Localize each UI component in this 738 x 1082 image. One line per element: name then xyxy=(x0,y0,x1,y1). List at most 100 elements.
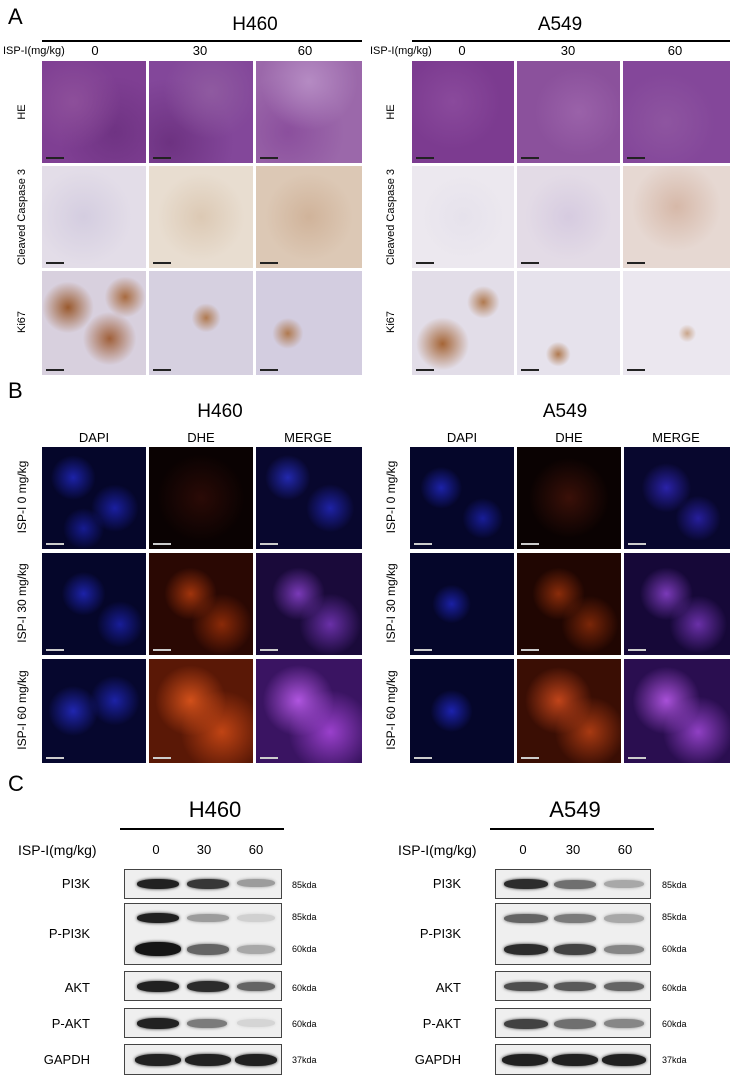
h460-dhe-60-image xyxy=(149,659,253,763)
a549-kda-pi3k: 85kda xyxy=(662,880,687,890)
h460-p-akt-band-30 xyxy=(187,1019,227,1028)
a549-p-pi3k-60-band-0 xyxy=(504,944,548,955)
panel-a-h460-row-ki67: Ki67 xyxy=(16,310,28,334)
h460-kda-akt: 60kda xyxy=(292,983,317,993)
h460-p-akt-band-0 xyxy=(137,1018,179,1029)
a549-dapi-30-image xyxy=(410,553,514,655)
a549-ki67-30-image xyxy=(517,271,620,375)
panel-b-a549-header-dapi: DAPI xyxy=(446,430,478,445)
a549-dhe-30-image xyxy=(517,553,621,655)
a549-akt-band-30 xyxy=(554,982,596,991)
h460-merge-60-image xyxy=(256,659,362,763)
panel-b-a549-header-merge: MERGE xyxy=(652,430,700,445)
a549-p-akt-band-30 xyxy=(554,1019,596,1029)
panel-b-a549-header-dhe: DHE xyxy=(555,430,583,445)
panel-b-letter: B xyxy=(8,378,23,403)
a549-p-pi3k-85-band-0 xyxy=(504,914,548,923)
a549-pi3k-band-60 xyxy=(604,880,644,888)
a549-caspase-30-image xyxy=(517,166,620,268)
a549-merge-60-image xyxy=(624,659,730,763)
h460-pi3k-band-60 xyxy=(237,879,275,887)
a549-p-pi3k-85-band-30 xyxy=(554,914,596,923)
h460-kda-gapdh: 37kda xyxy=(292,1055,317,1065)
h460-dapi-30-image xyxy=(42,553,146,655)
a549-kda-p-akt: 60kda xyxy=(662,1019,687,1029)
h460-akt-band-30 xyxy=(187,981,229,992)
h460-akt-band-0 xyxy=(137,981,179,992)
a549-merge-0-image xyxy=(624,447,730,549)
a549-blot-label-p-akt: P-AKT xyxy=(422,1016,461,1031)
panel-a-a549-title: A549 xyxy=(537,14,583,35)
h460-akt-band-60 xyxy=(237,982,275,991)
h460-caspase-0-image xyxy=(42,166,146,268)
a549-p-akt-band-0 xyxy=(504,1019,548,1029)
h460-kda-p-pi3k-85: 85kda xyxy=(292,912,317,922)
panel-b-a549-title: A549 xyxy=(542,401,588,422)
h460-he-60-image xyxy=(256,61,362,163)
a549-caspase-0-image xyxy=(412,166,514,268)
panel-a-a549-row-caspase: Cleaved Caspase 3 xyxy=(385,168,397,266)
a549-he-30-image xyxy=(517,61,620,163)
h460-pi3k-band-0 xyxy=(137,879,179,889)
h460-p-pi3k-85-band-60 xyxy=(237,914,275,922)
panel-b-h460-header-dhe: DHE xyxy=(187,430,215,445)
h460-he-0-image xyxy=(42,61,146,163)
h460-p-pi3k-60-band-60 xyxy=(237,945,275,954)
panel-b-h460-row-60: ISP-I 60 mg/kg xyxy=(15,670,29,750)
a549-dapi-0-image xyxy=(410,447,514,549)
panel-b-h460-title: H460 xyxy=(197,401,243,422)
h460-blot-label-pi3k: PI3K xyxy=(61,876,90,891)
h460-pi3k-blot xyxy=(124,869,282,899)
panel-c-h460-rule xyxy=(120,828,284,830)
h460-ki67-30-image xyxy=(149,271,253,375)
panel-b-a549-row-30: ISP-I 30 mg/kg xyxy=(384,563,398,643)
panel-c-letter: C xyxy=(8,771,24,796)
a549-pi3k-band-0 xyxy=(504,879,548,889)
h460-akt-blot xyxy=(124,971,282,1001)
a549-dhe-0-image xyxy=(517,447,621,549)
h460-dhe-30-image xyxy=(149,553,253,655)
panel-c-h460-dose-label: ISP-I(mg/kg) xyxy=(18,842,97,858)
h460-kda-p-pi3k-60: 60kda xyxy=(292,944,317,954)
a549-p-pi3k-60-band-60 xyxy=(604,945,644,954)
panel-c-h460-dose-60: 60 xyxy=(248,842,264,857)
h460-merge-0-image xyxy=(256,447,362,549)
panel-b-h460-header-merge: MERGE xyxy=(284,430,332,445)
h460-p-pi3k-60-band-0 xyxy=(135,942,181,956)
panel-b-h460-row-30: ISP-I 30 mg/kg xyxy=(15,563,29,643)
panel-c-a549-rule xyxy=(490,828,654,830)
panel-a-a549-row-ki67: Ki67 xyxy=(385,310,397,334)
h460-gapdh-band-30 xyxy=(185,1054,231,1066)
a549-kda-akt: 60kda xyxy=(662,983,687,993)
h460-kda-pi3k: 85kda xyxy=(292,880,317,890)
panel-a-a549-rule xyxy=(412,40,730,42)
panel-a-a549-row-he: HE xyxy=(385,104,397,120)
panel-c-a549-title: A549 xyxy=(549,797,601,822)
h460-caspase-30-image xyxy=(149,166,253,268)
h460-blot-label-akt: AKT xyxy=(64,980,90,995)
a549-blot-label-akt: AKT xyxy=(435,980,461,995)
panel-c-a549-dose-label: ISP-I(mg/kg) xyxy=(398,842,477,858)
a549-he-60-image xyxy=(623,61,730,163)
h460-merge-30-image xyxy=(256,553,362,655)
a549-gapdh-band-30 xyxy=(552,1054,598,1066)
h460-blot-label-p-pi3k: P-PI3K xyxy=(48,926,90,941)
h460-blot-label-gapdh: GAPDH xyxy=(43,1052,90,1067)
h460-p-pi3k-85-band-0 xyxy=(137,913,179,923)
panel-b-a549-row-0: ISP-I 0 mg/kg xyxy=(384,460,398,534)
a549-merge-30-image xyxy=(624,553,730,655)
a549-akt-band-0 xyxy=(504,982,548,991)
panel-a-a549-dose-label: ISP-I(mg/kg) xyxy=(370,45,432,57)
a549-gapdh-blot xyxy=(495,1044,651,1075)
panel-b-h460-row-0: ISP-I 0 mg/kg xyxy=(15,460,29,534)
panel-b-a549-row-60: ISP-I 60 mg/kg xyxy=(384,670,398,750)
a549-pi3k-blot xyxy=(495,869,651,899)
panel-a-letter: A xyxy=(8,4,23,29)
h460-gapdh-band-0 xyxy=(135,1054,181,1066)
h460-gapdh-blot xyxy=(124,1044,282,1075)
panel-a-h460-row-he: HE xyxy=(16,104,28,120)
h460-p-pi3k-60-band-30 xyxy=(187,944,229,955)
h460-pi3k-band-30 xyxy=(187,879,229,889)
h460-blot-label-p-akt: P-AKT xyxy=(51,1016,90,1031)
a549-p-pi3k-blot xyxy=(495,903,651,965)
